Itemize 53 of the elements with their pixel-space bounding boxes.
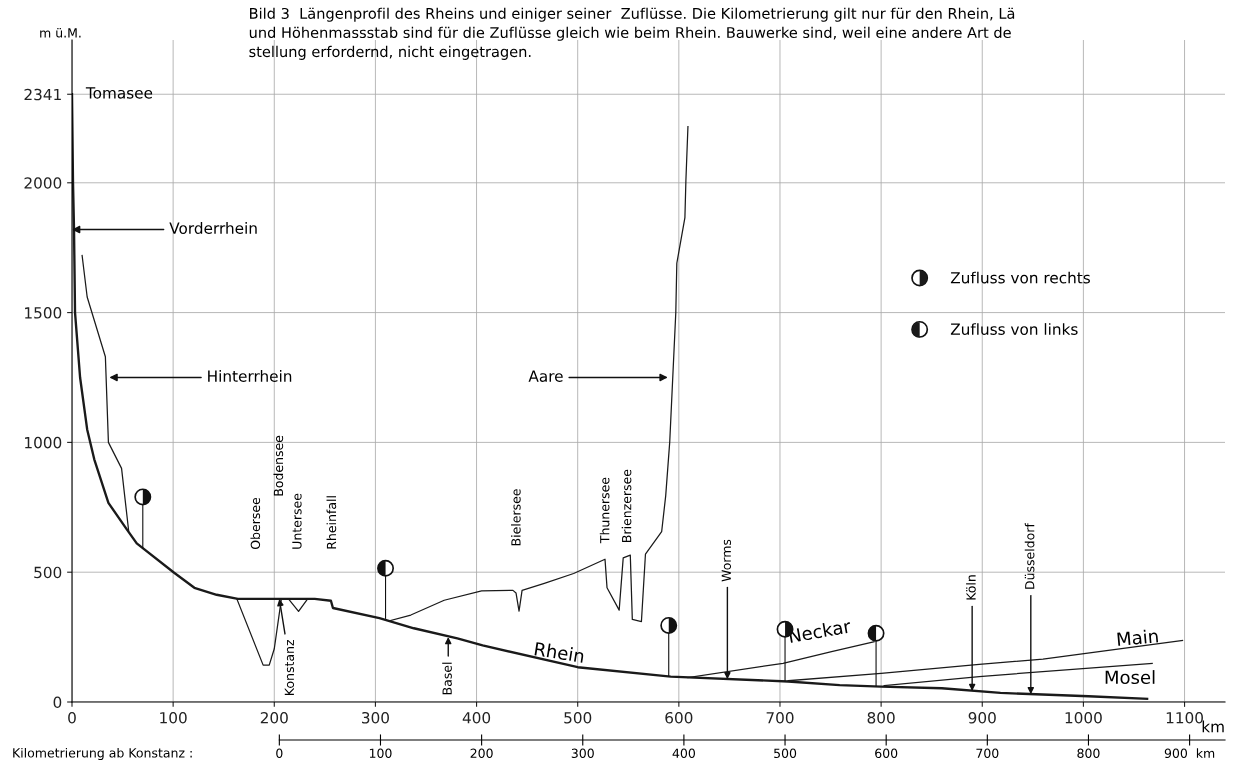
x2-tick-label: 0: [276, 748, 283, 759]
annotation: Bielersee: [511, 489, 521, 546]
x2-tick-label: 100: [369, 748, 392, 759]
x-tick-label: 400: [462, 711, 491, 724]
y-tick-label: 1500: [25, 307, 62, 319]
x-tick-label: 900: [968, 711, 996, 724]
x-tick-label: 600: [665, 711, 693, 724]
annotation: Basel: [442, 662, 452, 695]
x-tick-label: 200: [260, 711, 288, 724]
annotation: Untersee: [292, 493, 302, 549]
x2-tick-label: 500: [774, 748, 797, 759]
y-axis-title: m ü.M.: [40, 27, 81, 38]
y-tick-label: 500: [34, 566, 62, 579]
x2-tick-label: 200: [470, 748, 493, 759]
x-tick-label: 800: [867, 711, 895, 724]
x2-tick-label: 700: [976, 748, 999, 759]
x-tick-label: 700: [766, 711, 794, 724]
annotation: Mosel: [1105, 670, 1155, 685]
legend-label: Zufluss von rechts: [950, 271, 1090, 284]
x-axis-title: km: [1202, 720, 1224, 733]
x2-tick-label: 800: [1077, 748, 1100, 759]
x-tick-label: 100: [160, 711, 187, 724]
x2-tick-label: 400: [672, 748, 695, 759]
x2-axis-title: Kilometrierung ab Konstanz :: [13, 747, 192, 760]
annotation: Rheinfall: [326, 496, 337, 549]
annotation: Hinterrhein: [208, 370, 292, 382]
annotation: Konstanz: [284, 640, 295, 695]
x-tick-label: 1100: [1166, 711, 1203, 724]
x2-tick-label: 900 km: [1164, 748, 1215, 759]
y-tick-label: 2000: [24, 177, 62, 189]
x2-tick-label: 600: [875, 748, 898, 759]
x-tick-label: 1000: [1065, 711, 1102, 724]
annotation: Vorderrhein: [169, 222, 257, 234]
x-tick-label: 0: [68, 711, 76, 724]
annotation: Aare: [528, 370, 563, 382]
annotation: Main: [1117, 628, 1159, 647]
x-tick-label: 500: [564, 711, 592, 724]
annotation: Bodensee: [273, 435, 284, 496]
x2-tick-label: 300: [571, 748, 594, 759]
legend-label: Zufluss von links: [950, 323, 1078, 335]
annotation: Rhein: [534, 641, 585, 663]
y-tick-label: 1000: [25, 436, 62, 449]
annotation: Köln: [966, 575, 976, 600]
y-tick-label: 2341: [24, 88, 61, 101]
annotation: Brienzersee: [621, 469, 632, 542]
annotation: Tomasee: [85, 87, 153, 99]
annotation: Thunersee: [599, 477, 610, 544]
y-tick-label: 0: [53, 696, 62, 709]
annotation: Düsseldorf: [1024, 522, 1035, 589]
annotation: Obersee: [250, 497, 261, 550]
chart-title: Bild 3 Längenprofil des Rheins und einiger seiner Zuflüsse. Die Kilometrierung gilt nur für den Rhein, Lä und Höhenmassstab sind für die Zuflüsse gleich wie beim Rhein. Bauwerke sind, weil eine andere Art de stellung erfordernd, nicht eingetragen.: [249, 7, 1015, 60]
annotation: Worms: [721, 539, 732, 582]
x-tick-label: 300: [362, 711, 389, 724]
